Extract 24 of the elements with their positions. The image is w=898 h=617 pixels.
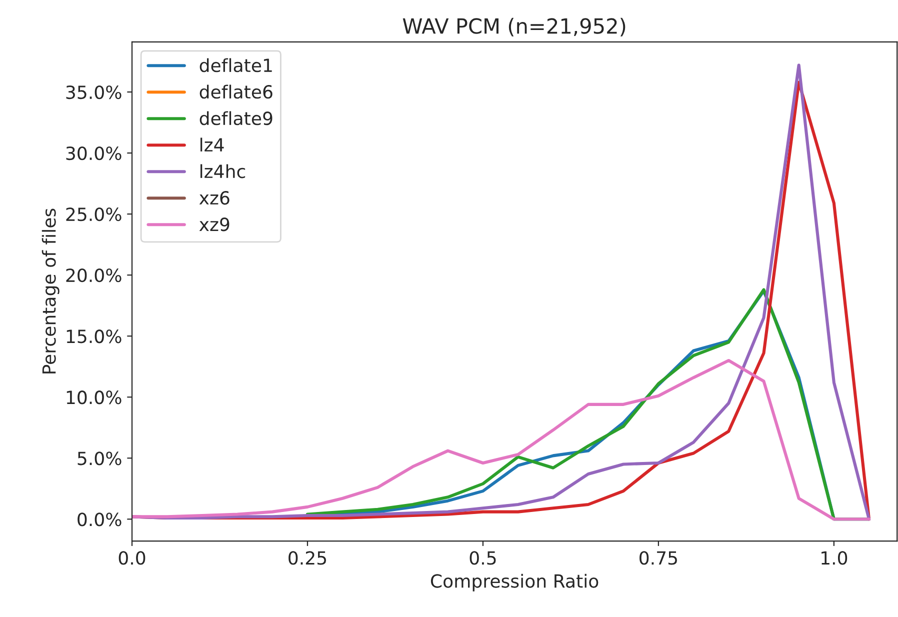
legend-label: xz9 (199, 218, 230, 232)
x-tick-label: 0.25 (288, 551, 326, 565)
legend-label: lz4 (200, 138, 224, 152)
x-tick-label: 0.0 (118, 551, 146, 565)
y-tick-label: 25.0% (66, 207, 122, 222)
line-series (132, 358, 871, 521)
y-tick-label: 0.0% (78, 512, 122, 526)
legend-label: deflate6 (200, 84, 272, 99)
legend-label: xz6 (199, 191, 230, 205)
y-axis-title: Percentage of files (42, 208, 60, 374)
x-tick-label: 0.5 (470, 551, 496, 565)
y-tick-label: 10.0% (66, 390, 122, 404)
legend-label: deflate9 (200, 111, 272, 126)
y-tick-label: 35.0% (66, 85, 122, 100)
y-tick-label: 20.0% (66, 268, 122, 282)
x-tick-label: 0.75 (640, 551, 677, 565)
x-axis-title: Compression Ratio (430, 574, 598, 592)
legend-label: lz4hc (200, 164, 246, 178)
chart-title: WAV PCM (n=21,952) (402, 18, 626, 36)
y-tick-label: 30.0% (66, 146, 122, 160)
y-tick-label: 5.0% (78, 452, 122, 466)
x-tick-label: 1.0 (822, 551, 848, 565)
legend-label: deflate1 (200, 58, 272, 72)
y-tick-label: 15.0% (66, 330, 122, 344)
